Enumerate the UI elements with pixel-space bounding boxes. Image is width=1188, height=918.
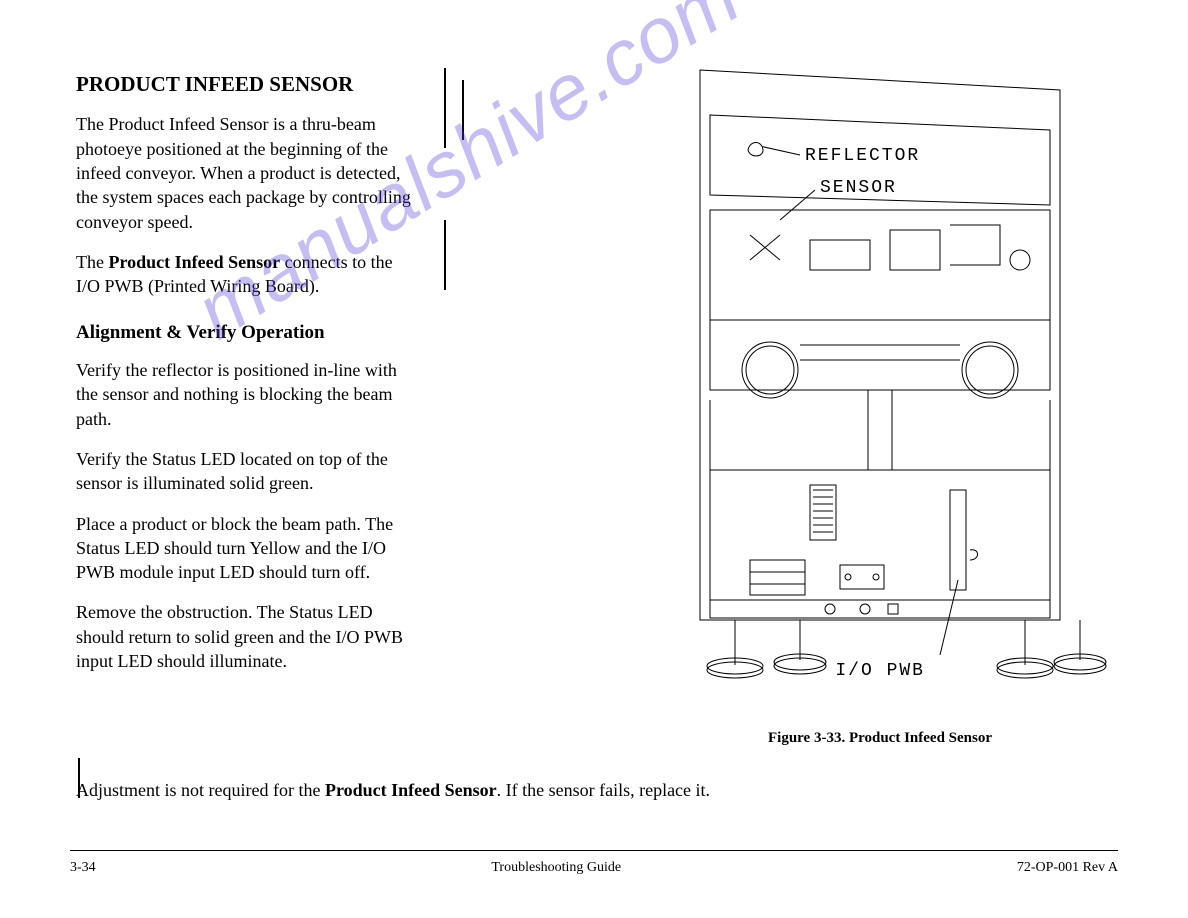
body-paragraph: The Product Infeed Sensor is a thru-beam…: [76, 112, 421, 233]
body-paragraph: Adjustment is not required for the Produ…: [76, 778, 1116, 802]
footer-rule: [70, 850, 1118, 851]
machine-diagram: REFLECTOR SENSOR I/O PWB: [640, 60, 1120, 720]
body-paragraph: Verify the reflector is positioned in-li…: [76, 358, 421, 431]
change-bar: [444, 220, 446, 290]
page-footer: 3-34 Troubleshooting Guide 72-OP-001 Rev…: [70, 860, 1118, 876]
body-paragraph: Remove the obstruction. The Status LED s…: [76, 600, 421, 673]
footer-doc-id: 72-OP-001 Rev A: [1017, 860, 1118, 876]
lower-paragraph-block: Adjustment is not required for the Produ…: [76, 760, 1116, 820]
change-bar: [462, 80, 464, 140]
callout-label-iopwb: I/O PWB: [835, 661, 925, 681]
left-column: PRODUCT INFEED SENSOR The Product Infeed…: [76, 70, 421, 689]
body-paragraph: The Product Infeed Sensor connects to th…: [76, 250, 421, 299]
footer-page-number: 3-34: [70, 860, 96, 876]
figure-caption: Figure 3-33. Product Infeed Sensor: [700, 730, 1060, 747]
text-run: Adjustment is not required for the: [76, 780, 325, 800]
page-root: PRODUCT INFEED SENSOR The Product Infeed…: [0, 0, 1188, 918]
text-run: . If the sensor fails, replace it.: [497, 780, 710, 800]
text-bold: Product Infeed Sensor: [325, 780, 497, 800]
callout-label-reflector: REFLECTOR: [805, 146, 920, 166]
callout-label-sensor: SENSOR: [820, 178, 897, 198]
text-run: The: [76, 252, 108, 272]
body-paragraph: Verify the Status LED located on top of …: [76, 447, 421, 496]
footer-title: Troubleshooting Guide: [491, 860, 621, 876]
text-bold: Product Infeed Sensor: [108, 252, 280, 272]
section-heading: PRODUCT INFEED SENSOR: [76, 70, 421, 98]
body-paragraph: Place a product or block the beam path. …: [76, 512, 421, 585]
change-bar: [444, 68, 446, 148]
subsection-heading: Alignment & Verify Operation: [76, 320, 421, 346]
